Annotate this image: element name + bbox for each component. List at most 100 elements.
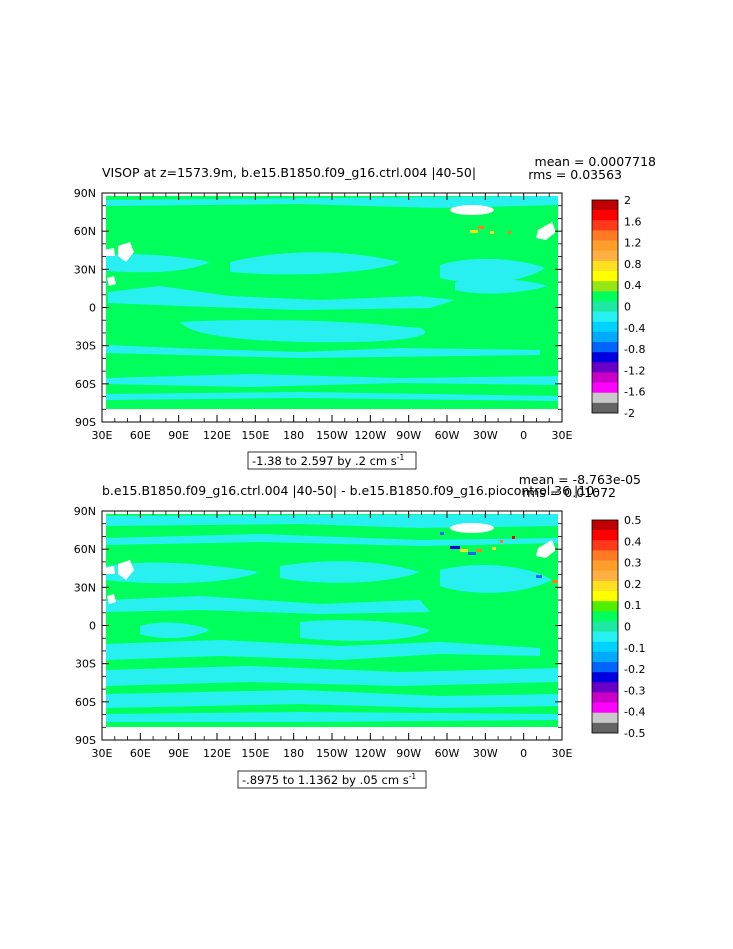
colorbar-swatch xyxy=(592,392,618,404)
x-tick-label: 30E xyxy=(552,429,573,442)
colorbar-label: -0.5 xyxy=(624,727,645,740)
panel-2-subtitle: -.8975 to 1.1362 by .05 cm s-1 xyxy=(242,772,416,787)
x-tick-label: 30W xyxy=(473,429,498,442)
colorbar-swatch xyxy=(592,331,618,343)
x-tick-label: 60E xyxy=(130,747,151,760)
panel-1: VISOP at z=1573.9m, b.e15.B1850.f09_g16.… xyxy=(74,154,657,470)
colorbar-label: -1.6 xyxy=(624,386,645,399)
x-tick-label: 90E xyxy=(168,429,189,442)
x-tick-label: 30E xyxy=(552,747,573,760)
colorbar-swatch xyxy=(592,540,618,551)
x-tick-label: 90E xyxy=(168,747,189,760)
x-tick-label: 120W xyxy=(354,429,386,442)
panel-1-subtitle-box: -1.38 to 2.597 by .2 cm s-1 xyxy=(247,451,417,470)
colorbar-swatch xyxy=(592,722,618,734)
panel-1-mean: mean = 0.0007718 xyxy=(535,154,657,169)
colorbar-swatch xyxy=(592,220,618,231)
y-tick-label: 90S xyxy=(75,416,96,429)
colorbar-swatch xyxy=(592,702,618,714)
x-tick-label: 60W xyxy=(435,747,460,760)
colorbar-swatch xyxy=(592,651,618,663)
panel-2-subtitle-box: -.8975 to 1.1362 by .05 cm s-1 xyxy=(237,770,427,789)
colorbar-swatch xyxy=(592,621,618,632)
colorbar-label: 0.4 xyxy=(624,535,642,548)
colorbar-label: -0.3 xyxy=(624,684,645,697)
colorbar-label: 0 xyxy=(624,621,631,634)
x-tick-label: 150W xyxy=(316,747,348,760)
y-tick-label: 90S xyxy=(75,734,96,747)
colorbar-frame xyxy=(591,519,619,734)
x-tick-label: 30E xyxy=(92,747,113,760)
x-tick-label: 90W xyxy=(396,429,421,442)
colorbar-swatch xyxy=(592,560,618,572)
x-tick-label: 30W xyxy=(473,747,498,760)
colorbar-swatch xyxy=(592,301,618,312)
map-1: 30E 60E 90E 120E 150E 180 150W 120W 90W 60W 30W 0 30… xyxy=(74,187,573,442)
colorbar-swatch xyxy=(592,291,618,302)
colorbar-swatch xyxy=(592,591,618,602)
colorbar-label: 0.4 xyxy=(624,279,642,292)
panel-1-rms: rms = 0.03563 xyxy=(528,167,622,182)
colorbar-swatch xyxy=(592,352,618,363)
colorbar-label: 2 xyxy=(624,194,631,207)
map-2-negative-patches xyxy=(106,514,558,722)
colorbar-swatch xyxy=(592,271,618,282)
colorbar-swatch xyxy=(592,692,618,703)
colorbar-swatch xyxy=(592,200,618,211)
x-tick-label: 150E xyxy=(241,429,269,442)
colorbar-swatch xyxy=(592,372,618,383)
colorbar-swatch xyxy=(592,311,618,323)
x-tick-label: 90W xyxy=(396,747,421,760)
panel-2-rms: rms = 0.01072 xyxy=(522,485,616,500)
x-tick-label: 120E xyxy=(203,429,231,442)
x-tick-label: 30E xyxy=(92,429,113,442)
map-2: 30E 60E 90E 120E 150E 180 150W 120W 90W 60W 30W 0 30… xyxy=(74,505,573,760)
colorbar-label: -0.2 xyxy=(624,663,645,676)
colorbar-label: -0.8 xyxy=(624,343,645,356)
colorbar-label: -2 xyxy=(624,407,635,420)
colorbar-swatch xyxy=(592,520,618,531)
y-tick-label: 30S xyxy=(75,340,96,353)
map-1-ticks: 30E 60E 90E 120E 150E 180 150W 120W 90W 60W 30W 0 30… xyxy=(74,187,573,442)
colorbar-swatch xyxy=(592,230,618,241)
y-tick-label: 0 xyxy=(89,302,96,315)
colorbar-label: 0.2 xyxy=(624,578,642,591)
panel-1-title: VISOP at z=1573.9m, b.e15.B1850.f09_g16.… xyxy=(102,165,476,180)
x-tick-label: 150E xyxy=(241,747,269,760)
colorbar-swatch xyxy=(592,210,618,221)
colorbar-swatch xyxy=(592,342,618,353)
panel-1-subtitle: -1.38 to 2.597 by .2 cm s-1 xyxy=(252,453,404,468)
x-tick-label: 180 xyxy=(283,429,304,442)
colorbar-2: 0.5 0.4 0.3 0.2 0.1 0 -0.1 -0.2 -0.3 -0.4 -0.5 xyxy=(591,514,645,740)
colorbar-swatch xyxy=(592,682,618,693)
colorbar-swatch xyxy=(592,672,618,683)
colorbar-swatch xyxy=(592,662,618,673)
colorbar-swatch xyxy=(592,550,618,561)
x-tick-label: 60E xyxy=(130,429,151,442)
colorbar-swatch xyxy=(592,382,618,394)
map-2-ticks: 30E 60E 90E 120E 150E 180 150W 120W 90W 60W 30W 0 30… xyxy=(74,505,573,760)
y-tick-label: 90N xyxy=(74,505,96,518)
colorbar-frame xyxy=(591,199,619,414)
y-tick-label: 0 xyxy=(89,620,96,633)
colorbar-swatch xyxy=(592,260,618,272)
x-tick-label: 150W xyxy=(316,429,348,442)
map-1-positive-spots xyxy=(470,226,511,234)
colorbar-swatch xyxy=(592,362,618,373)
colorbar-swatch xyxy=(592,530,618,541)
colorbar-swatch xyxy=(592,712,618,724)
y-tick-label: 30N xyxy=(74,581,96,594)
colorbar-swatch xyxy=(592,281,618,292)
colorbar-label: 0.8 xyxy=(624,258,642,271)
x-tick-label: 60W xyxy=(435,429,460,442)
colorbar-label: -0.4 xyxy=(624,322,645,335)
x-tick-label: 120W xyxy=(354,747,386,760)
colorbar-swatch xyxy=(592,321,618,333)
colorbar-label: -0.1 xyxy=(624,642,645,655)
y-tick-label: 60S xyxy=(75,696,96,709)
colorbar-1: 2 1.6 1.2 0.8 0.4 0 -0.4 -0.8 -1.2 -1.6 -2 xyxy=(591,194,645,420)
colorbar-swatch xyxy=(592,631,618,643)
map-1-negative-patches xyxy=(106,196,558,401)
colorbar-label: 0.5 xyxy=(624,514,642,527)
